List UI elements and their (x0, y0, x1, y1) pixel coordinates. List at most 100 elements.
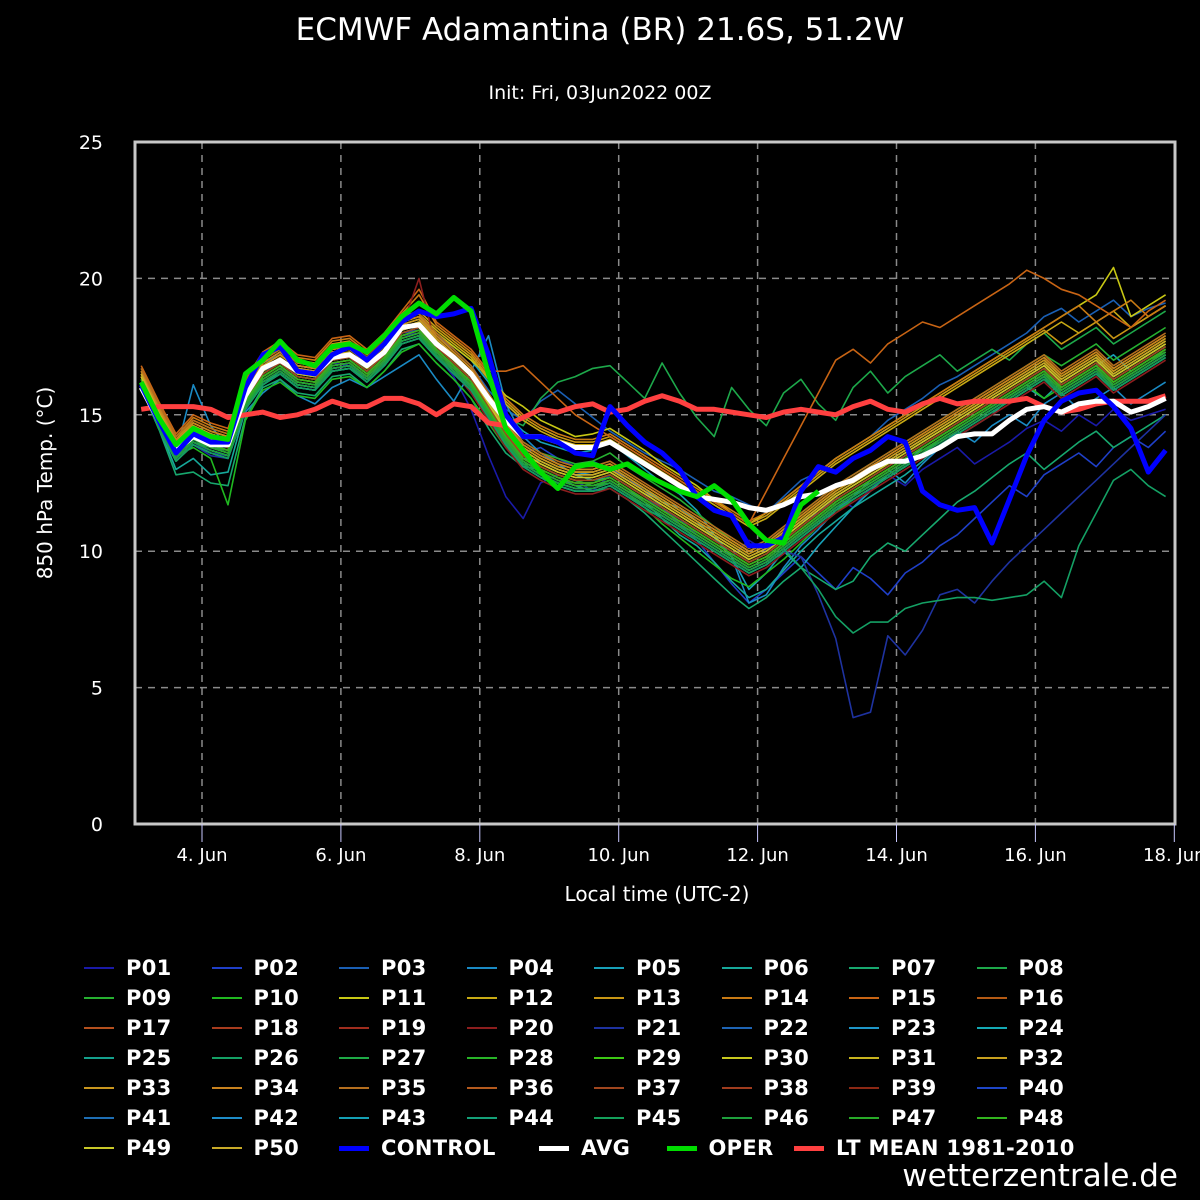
legend-swatch (84, 1057, 114, 1059)
legend-swatch (466, 1117, 497, 1119)
legend-item: P19 (339, 1013, 467, 1043)
member-line-p46 (140, 334, 1167, 572)
member-line-p07 (140, 343, 1167, 610)
legend-row: P25 P26 P27 P28 P29 P30 P31 P32 (84, 1043, 1194, 1073)
legend-swatch (721, 967, 752, 969)
legend-item: P35 (339, 1073, 467, 1103)
legend-item: P18 (211, 1013, 340, 1043)
legend-label: P06 (763, 956, 810, 980)
legend-item: P22 (721, 1013, 850, 1043)
chart-subtitle: Init: Fri, 03Jun2022 00Z (489, 82, 712, 104)
legend-swatch (211, 1027, 242, 1029)
legend-swatch (849, 967, 879, 969)
legend-label: P31 (891, 1046, 937, 1070)
legend-swatch (466, 1087, 497, 1089)
legend-row: P41 P42 P43 P44 P45 P46 P47 P48 (84, 1103, 1194, 1133)
legend-swatch (594, 1057, 624, 1059)
member-line-p49 (140, 323, 1167, 561)
legend-label: P03 (381, 956, 427, 980)
legend-label: P19 (381, 1016, 427, 1040)
plot-frame (133, 140, 1177, 826)
legend-swatch (339, 997, 369, 999)
x-tick-label: 12. Jun (726, 845, 788, 866)
legend-swatch (976, 1057, 1007, 1059)
member-line-p15 (140, 269, 1167, 525)
legend-swatch (849, 1087, 879, 1089)
legend-item: P24 (976, 1013, 1105, 1043)
legend-row: P17 P18 P19 P20 P21 P22 P23 P24 (84, 1013, 1194, 1043)
legend-item: P16 (976, 983, 1105, 1013)
member-line-p04 (140, 334, 1167, 604)
legend-swatch (84, 1147, 114, 1149)
legend-label: P02 (253, 956, 300, 980)
series-layer (138, 266, 1168, 719)
legend-swatch (84, 997, 114, 999)
legend-label: P42 (253, 1106, 300, 1130)
legend-swatch (594, 967, 624, 969)
legend-label: P29 (636, 1046, 682, 1070)
legend-swatch (594, 997, 624, 999)
legend-swatch (339, 1117, 369, 1119)
legend-swatch (794, 1145, 824, 1151)
legend-label: OPER (708, 1136, 774, 1160)
legend-swatch (594, 1027, 624, 1029)
legend-item: P43 (339, 1103, 467, 1133)
legend-item: P03 (339, 953, 467, 983)
legend-item: P34 (211, 1073, 340, 1103)
legend-swatch (976, 997, 1007, 999)
legend-label: P24 (1018, 1016, 1065, 1040)
legend-swatch (339, 1145, 369, 1151)
legend-label: P49 (126, 1136, 172, 1160)
legend-swatch (721, 1057, 752, 1059)
y-tick-label: 5 (91, 678, 103, 700)
legend-item: P38 (721, 1073, 850, 1103)
legend-swatch (721, 1087, 752, 1089)
legend-item: P48 (976, 1103, 1105, 1133)
y-tick-label: 20 (79, 268, 103, 290)
legend-label: P27 (381, 1046, 427, 1070)
legend-label: P23 (891, 1016, 937, 1040)
legend-item: P02 (211, 953, 340, 983)
legend-item: P05 (594, 953, 722, 983)
legend-item: P21 (594, 1013, 722, 1043)
legend-item: P15 (849, 983, 977, 1013)
legend-item: P44 (466, 1103, 595, 1133)
legend-item: P36 (466, 1073, 595, 1103)
x-tick-label: 14. Jun (865, 845, 927, 866)
legend-item: P29 (594, 1043, 722, 1073)
legend-label: P35 (381, 1076, 427, 1100)
legend-label: P48 (1018, 1106, 1065, 1130)
legend-swatch (211, 1147, 242, 1149)
legend-swatch (721, 1117, 752, 1119)
legend-item-control: CONTROL (339, 1133, 499, 1163)
legend-label: P37 (636, 1076, 682, 1100)
legend-item: P30 (721, 1043, 850, 1073)
legend-item: P01 (84, 953, 212, 983)
legend-label: P10 (253, 986, 300, 1010)
series-line-lt-mean-1981-2010 (140, 393, 1167, 429)
legend-label: P15 (891, 986, 937, 1010)
legend-swatch (211, 1057, 242, 1059)
x-tick-label: 4. Jun (176, 845, 227, 866)
legend-item: P41 (84, 1103, 212, 1133)
legend-swatch (339, 967, 369, 969)
x-tick-label: 16. Jun (1004, 845, 1066, 866)
legend-item: P33 (84, 1073, 212, 1103)
legend-label: P30 (763, 1046, 810, 1070)
y-tick-label: 25 (79, 132, 103, 154)
legend-label: P44 (508, 1106, 555, 1130)
x-tick-label: 10. Jun (587, 845, 649, 866)
legend-label: P20 (508, 1016, 555, 1040)
legend-item: P40 (976, 1073, 1105, 1103)
legend-swatch (849, 1057, 879, 1059)
legend-label: P36 (508, 1076, 555, 1100)
x-tick-label: 6. Jun (315, 845, 366, 866)
legend-row: P01 P02 P03 P04 P05 P06 P07 P08 (84, 953, 1194, 983)
member-line-p34 (140, 315, 1167, 553)
y-tick-label: 10 (79, 541, 103, 563)
legend-swatch (211, 967, 242, 969)
x-tick-label: 18. Jun (1143, 845, 1200, 866)
legend-label: CONTROL (381, 1136, 496, 1160)
legend-label: P39 (891, 1076, 937, 1100)
legend-item: P47 (849, 1103, 977, 1133)
